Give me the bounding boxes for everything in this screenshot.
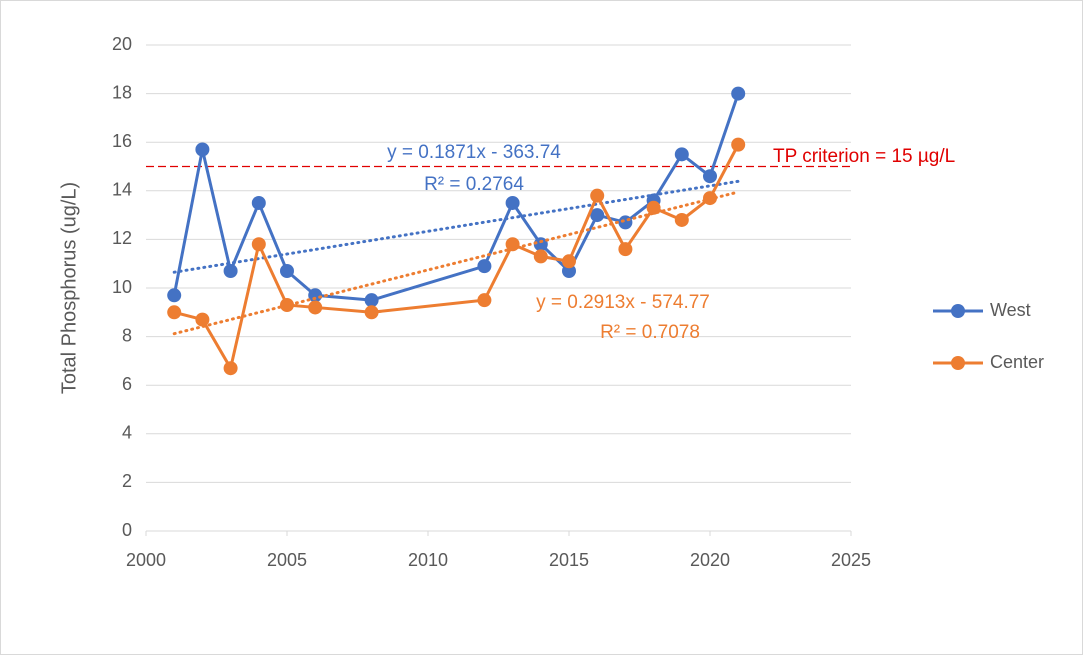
trendline <box>172 179 740 274</box>
x-tick-label: 2010 <box>408 550 448 570</box>
legend-label: West <box>990 300 1031 320</box>
data-point <box>533 237 548 252</box>
data-point <box>167 305 182 320</box>
data-point <box>618 215 633 230</box>
data-point <box>308 288 323 303</box>
trendline-equation: y = 0.2913x - 574.77 <box>536 292 710 313</box>
data-point <box>280 263 294 278</box>
y-tick-label: 12 <box>112 228 132 248</box>
y-tick-label: 20 <box>112 34 132 54</box>
data-point <box>308 300 323 315</box>
y-tick-label: 6 <box>122 374 132 394</box>
data-point <box>477 293 492 308</box>
reference-label: TP criterion = 15 µg/L <box>773 146 955 167</box>
data-point <box>562 254 576 269</box>
data-point <box>703 191 717 206</box>
legend-label: Center <box>990 352 1044 372</box>
legend-marker <box>951 356 965 370</box>
trendline-r-squared: R² = 0.7078 <box>600 322 700 343</box>
legend-marker <box>951 304 965 318</box>
data-point <box>618 242 633 257</box>
data-point <box>703 169 717 184</box>
data-point <box>731 137 746 152</box>
y-axis-label: Total Phosphorus (ug/L) <box>58 182 80 394</box>
data-point <box>646 200 661 215</box>
data-point <box>195 312 210 327</box>
y-tick-label: 2 <box>122 471 132 491</box>
data-point <box>223 361 238 376</box>
data-point <box>195 142 210 157</box>
data-point <box>590 188 605 203</box>
data-point <box>251 195 266 210</box>
x-tick-label: 2015 <box>549 550 589 570</box>
y-tick-label: 8 <box>122 325 132 345</box>
data-point <box>562 263 576 278</box>
x-tick-label: 2025 <box>831 550 871 570</box>
x-tick-label: 2005 <box>267 550 307 570</box>
data-point <box>674 147 689 162</box>
y-tick-label: 16 <box>112 131 132 151</box>
data-point <box>364 293 379 308</box>
y-tick-label: 10 <box>112 277 132 297</box>
data-point <box>280 298 294 313</box>
trendline <box>172 190 740 336</box>
x-tick-label: 2000 <box>126 550 166 570</box>
y-tick-label: 4 <box>122 423 132 443</box>
data-point <box>477 259 492 274</box>
trendline-equation: y = 0.1871x - 363.74 <box>387 142 561 163</box>
data-point <box>590 208 605 223</box>
data-point <box>251 237 266 252</box>
data-point <box>533 249 548 264</box>
y-tick-label: 18 <box>112 82 132 102</box>
y-tick-label: 14 <box>112 180 132 200</box>
y-tick-label: 0 <box>122 520 132 540</box>
data-point <box>505 195 520 210</box>
data-point <box>167 288 182 303</box>
data-point <box>674 212 689 227</box>
x-tick-label: 2020 <box>690 550 730 570</box>
data-point <box>223 263 238 278</box>
data-point <box>731 86 746 101</box>
trendline-r-squared: R² = 0.2764 <box>424 174 524 195</box>
data-point <box>364 305 379 320</box>
data-point <box>505 237 520 252</box>
